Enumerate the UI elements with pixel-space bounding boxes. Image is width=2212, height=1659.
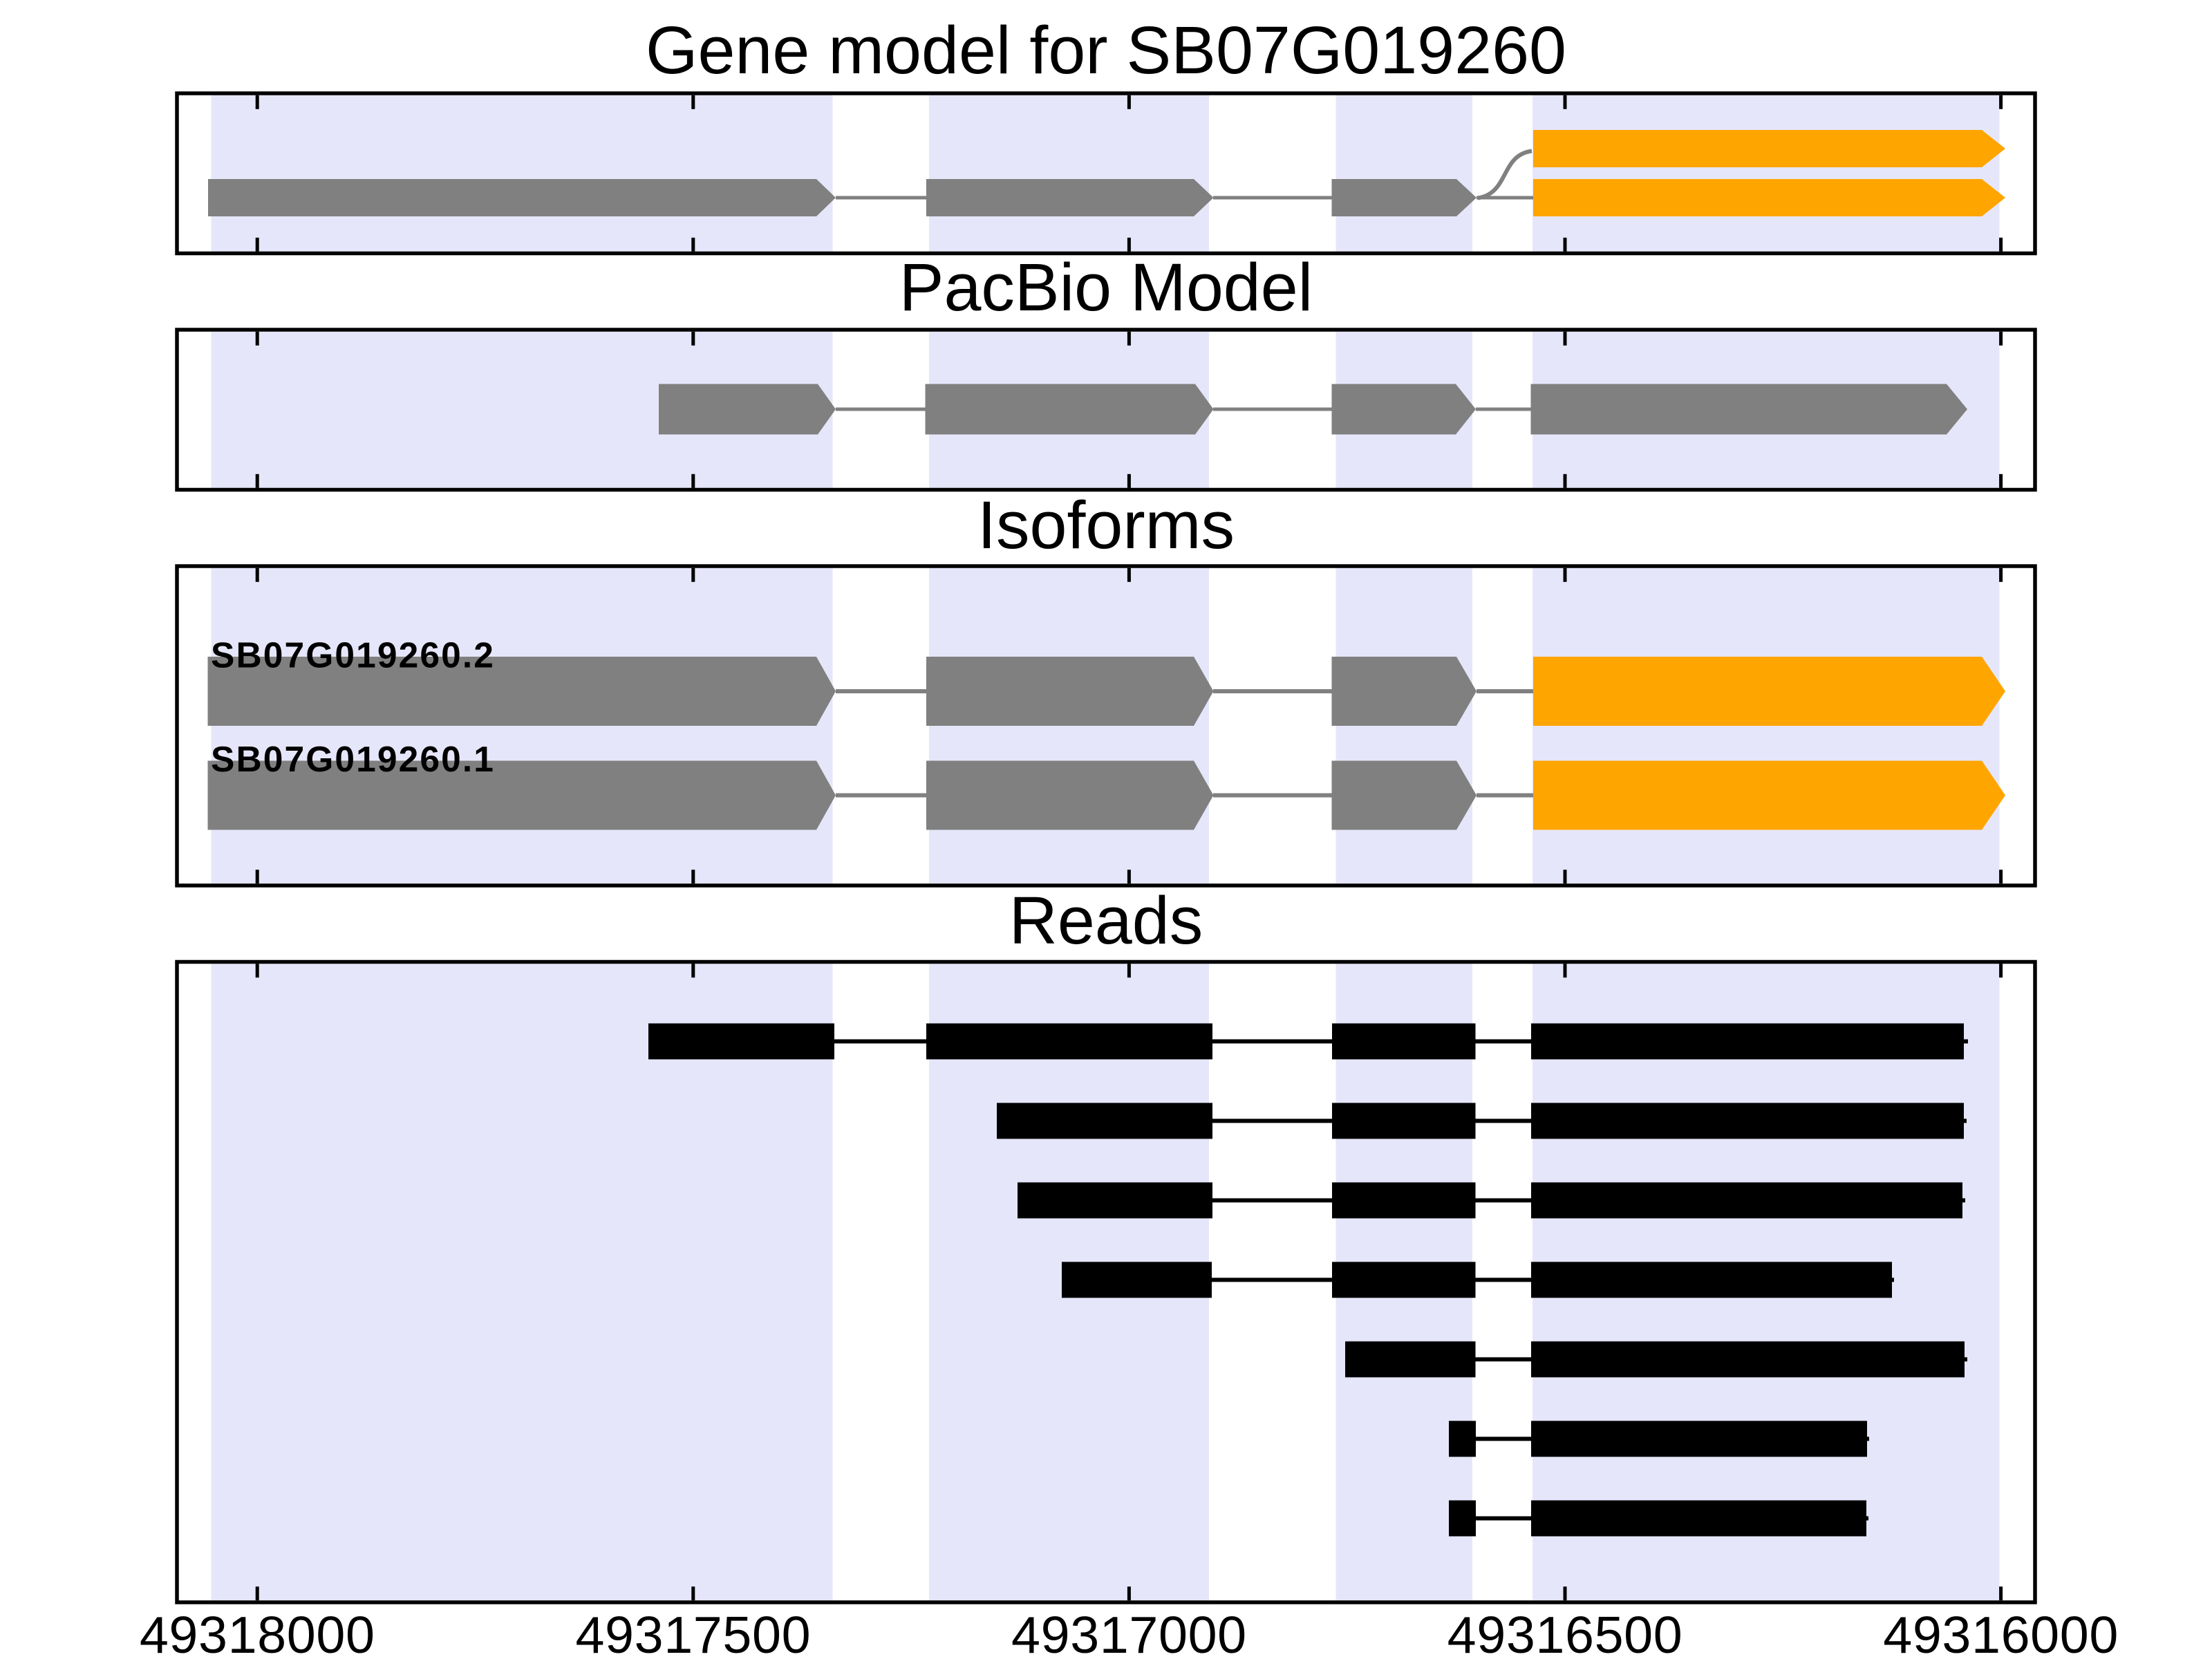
svg-text:49316000: 49316000 xyxy=(1883,1606,2119,1659)
svg-text:49316500: 49316500 xyxy=(1447,1606,1683,1659)
svg-text:SB07G019260.2: SB07G019260.2 xyxy=(211,635,495,675)
svg-text:PacBio Model: PacBio Model xyxy=(899,250,1313,325)
svg-text:49317000: 49317000 xyxy=(1011,1606,1247,1659)
svg-text:49317500: 49317500 xyxy=(575,1606,811,1659)
svg-text:Gene model for SB07G019260: Gene model for SB07G019260 xyxy=(646,12,1566,88)
svg-text:Reads: Reads xyxy=(1009,883,1203,958)
svg-text:SB07G019260.1: SB07G019260.1 xyxy=(211,739,495,779)
svg-text:49318000: 49318000 xyxy=(140,1606,375,1659)
svg-text:Isoforms: Isoforms xyxy=(977,487,1235,563)
